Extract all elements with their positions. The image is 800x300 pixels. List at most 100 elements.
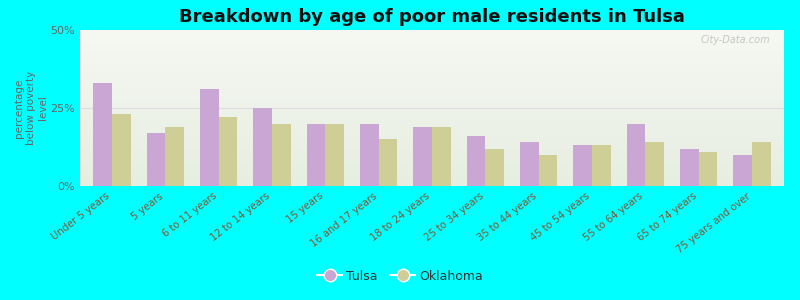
Bar [80,32,784,33]
Bar [80,85,784,86]
Bar [360,124,378,186]
Bar [80,74,784,75]
Bar [80,43,784,44]
Bar [80,119,784,121]
Bar [80,70,784,72]
Bar [80,111,784,113]
Title: Breakdown by age of poor male residents in Tulsa: Breakdown by age of poor male residents … [179,8,685,26]
Bar [80,113,784,114]
Bar [80,183,784,184]
Bar [80,64,784,66]
Bar [80,180,784,181]
Bar [80,160,784,161]
Bar [752,142,770,186]
Bar [734,155,752,186]
Legend: Tulsa, Oklahoma: Tulsa, Oklahoma [312,265,488,288]
Bar [112,114,130,186]
Bar [80,146,784,147]
Bar [378,139,398,186]
Bar [466,136,486,186]
Bar [80,72,784,74]
Bar [646,142,664,186]
Bar [80,102,784,103]
Bar [80,141,784,142]
Bar [80,131,784,133]
Bar [80,55,784,56]
Bar [80,150,784,152]
Bar [80,88,784,89]
Bar [80,152,784,153]
Bar [80,153,784,155]
Bar [80,133,784,134]
Bar [80,175,784,177]
Bar [538,155,558,186]
Bar [80,155,784,156]
Bar [80,125,784,127]
Bar [80,142,784,144]
Bar [80,139,784,141]
Bar [80,177,784,178]
Bar [200,89,218,186]
Bar [80,134,784,136]
Bar [80,60,784,61]
Bar [80,122,784,124]
Bar [80,91,784,92]
Bar [520,142,538,186]
Bar [80,106,784,108]
Bar [80,172,784,173]
Bar [146,133,166,186]
Bar [80,77,784,78]
Bar [414,127,432,186]
Bar [80,178,784,180]
Y-axis label: percentage
below poverty
level: percentage below poverty level [14,71,48,145]
Bar [80,75,784,77]
Bar [80,53,784,55]
Bar [80,167,784,169]
Bar [272,124,290,186]
Bar [80,181,784,183]
Bar [80,164,784,166]
Bar [94,83,112,186]
Bar [80,130,784,131]
Bar [80,97,784,99]
Bar [80,173,784,175]
Bar [80,105,784,106]
Bar [80,156,784,158]
Bar [80,68,784,69]
Bar [80,148,784,150]
Bar [80,66,784,68]
Bar [80,95,784,97]
Bar [254,108,272,186]
Bar [80,116,784,117]
Bar [80,36,784,38]
Bar [80,99,784,100]
Bar [80,117,784,119]
Bar [80,44,784,46]
Bar [80,35,784,36]
Bar [486,148,504,186]
Bar [80,89,784,91]
Bar [80,83,784,85]
Bar [432,127,450,186]
Bar [626,124,646,186]
Bar [326,124,344,186]
Bar [218,117,238,186]
Bar [80,163,784,164]
Bar [80,158,784,160]
Bar [80,127,784,128]
Bar [80,61,784,63]
Bar [80,47,784,49]
Bar [80,94,784,95]
Bar [680,148,698,186]
Bar [80,52,784,53]
Bar [80,124,784,125]
Bar [80,110,784,111]
Bar [80,100,784,102]
Bar [80,46,784,47]
Bar [80,58,784,60]
Bar [80,114,784,116]
Bar [574,146,592,186]
Bar [80,121,784,122]
Bar [80,49,784,50]
Bar [80,82,784,83]
